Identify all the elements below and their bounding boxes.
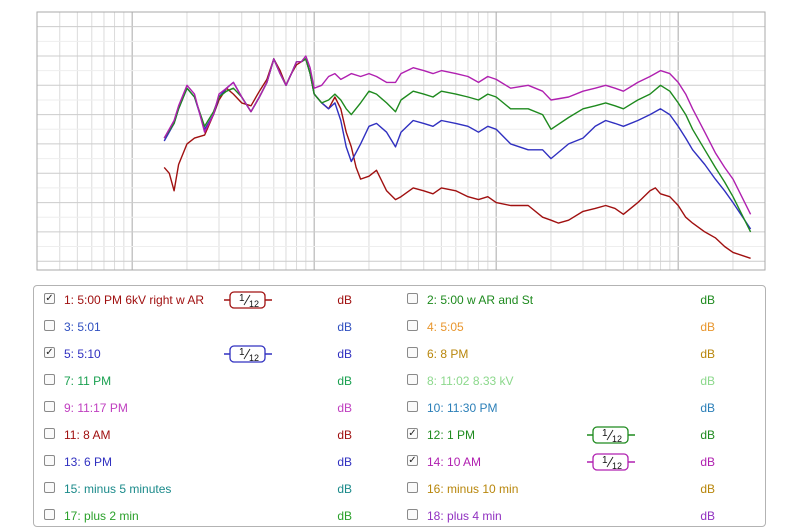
legend-unit: dB (700, 347, 715, 361)
legend-unit: dB (700, 401, 715, 415)
smoothing-badge[interactable]: 1 12 (587, 425, 637, 445)
legend-unit: dB (700, 509, 715, 523)
legend-unit: dB (337, 509, 352, 523)
legend-label: 18: plus 4 min (427, 509, 502, 523)
legend-label: 11: 8 AM (64, 428, 111, 442)
smoothing-numerator: 1 (602, 428, 608, 439)
legend-item[interactable]: 13: 6 PM dB (44, 452, 362, 472)
legend-unit: dB (700, 455, 715, 469)
legend-unit: dB (337, 293, 352, 307)
legend-unit: dB (337, 374, 352, 388)
legend-checkbox[interactable]: ✓ (407, 455, 418, 466)
legend-item[interactable]: 17: plus 2 min dB (44, 506, 362, 526)
smoothing-denominator: 12 (249, 353, 259, 363)
legend-label: 10: 11:30 PM (427, 401, 498, 415)
legend-item[interactable]: 18: plus 4 min dB (407, 506, 725, 526)
legend-item[interactable]: 4: 5:05 dB (407, 317, 725, 337)
legend-label: 16: minus 10 min (427, 482, 519, 496)
legend-unit: dB (337, 401, 352, 415)
legend-checkbox[interactable] (44, 455, 55, 466)
legend-checkbox[interactable] (407, 374, 418, 385)
plot-border (36, 11, 766, 271)
legend-item[interactable]: 6: 8 PM dB (407, 344, 725, 364)
smoothing-denominator: 12 (612, 434, 622, 444)
legend-checkbox[interactable] (407, 347, 418, 358)
smoothing-numerator: 1 (239, 347, 245, 358)
legend-unit: dB (337, 455, 352, 469)
legend-unit: dB (337, 428, 352, 442)
legend-checkbox[interactable]: ✓ (407, 428, 418, 439)
smoothing-numerator: 1 (602, 455, 608, 466)
legend-unit: dB (700, 293, 715, 307)
legend-label: 2: 5:00 w AR and St (427, 293, 534, 307)
smoothing-badge[interactable]: 1 12 (224, 344, 274, 364)
smoothing-badge[interactable]: 1 12 (224, 290, 274, 310)
legend-item[interactable]: 15: minus 5 minutes dB (44, 479, 362, 499)
legend-label: 15: minus 5 minutes (64, 482, 172, 496)
legend-item[interactable]: 2: 5:00 w AR and St dB (407, 290, 725, 310)
legend-panel: ✓ 1: 5:00 PM 6kV right w AR 1 12 dB 2: 5:00 w… (33, 285, 766, 527)
legend-label: 9: 11:17 PM (64, 401, 128, 415)
frequency-response-chart (0, 0, 800, 285)
legend-unit: dB (337, 482, 352, 496)
legend-checkbox[interactable]: ✓ (44, 347, 55, 358)
legend-checkbox[interactable] (44, 482, 55, 493)
chart-canvas[interactable] (0, 0, 800, 285)
legend-label: 4: 5:05 (427, 320, 464, 334)
legend-label: 7: 11 PM (64, 374, 112, 388)
legend-checkbox[interactable] (407, 482, 418, 493)
legend-item[interactable]: ✓ 12: 1 PM 1 12 dB (407, 425, 725, 445)
smoothing-numerator: 1 (239, 293, 245, 304)
legend-checkbox[interactable] (44, 374, 55, 385)
legend-unit: dB (700, 374, 715, 388)
legend-checkbox[interactable]: ✓ (44, 293, 55, 304)
legend-unit: dB (700, 482, 715, 496)
legend-checkbox[interactable] (407, 293, 418, 304)
smoothing-denominator: 12 (612, 461, 622, 471)
legend-item[interactable]: ✓ 5: 5:10 1 12 dB (44, 344, 362, 364)
legend-item[interactable]: ✓ 1: 5:00 PM 6kV right w AR 1 12 dB (44, 290, 362, 310)
legend-label: 6: 8 PM (427, 347, 469, 361)
legend-label: 1: 5:00 PM 6kV right w AR (64, 293, 205, 307)
legend-unit: dB (700, 320, 715, 334)
legend-checkbox[interactable] (44, 401, 55, 412)
legend-checkbox[interactable] (44, 509, 55, 520)
legend-label: 5: 5:10 (64, 347, 101, 361)
legend-item[interactable]: 9: 11:17 PM dB (44, 398, 362, 418)
legend-checkbox[interactable] (407, 401, 418, 412)
legend-checkbox[interactable] (407, 509, 418, 520)
legend-checkbox[interactable] (407, 320, 418, 331)
legend-item[interactable]: 7: 11 PM dB (44, 371, 362, 391)
legend-item[interactable]: 8: 11:02 8.33 kV dB (407, 371, 725, 391)
series-line-4 (163, 55, 752, 215)
legend-item[interactable]: ✓ 14: 10 AM 1 12 dB (407, 452, 725, 472)
legend-label: 13: 6 PM (64, 455, 113, 469)
legend-item[interactable]: 11: 8 AM dB (44, 425, 362, 445)
legend-label: 12: 1 PM (427, 428, 476, 442)
legend-item[interactable]: 16: minus 10 min dB (407, 479, 725, 499)
legend-unit: dB (337, 347, 352, 361)
legend-item[interactable]: 3: 5:01 dB (44, 317, 362, 337)
legend-unit: dB (700, 428, 715, 442)
legend-label: 3: 5:01 (64, 320, 101, 334)
smoothing-badge[interactable]: 1 12 (587, 452, 637, 472)
legend-unit: dB (337, 320, 352, 334)
legend-item[interactable]: 10: 11:30 PM dB (407, 398, 725, 418)
legend-label: 8: 11:02 8.33 kV (427, 374, 514, 388)
legend-label: 14: 10 AM (427, 455, 482, 469)
legend-checkbox[interactable] (44, 320, 55, 331)
legend-label: 17: plus 2 min (64, 509, 139, 523)
smoothing-denominator: 12 (249, 299, 259, 309)
legend-checkbox[interactable] (44, 428, 55, 439)
